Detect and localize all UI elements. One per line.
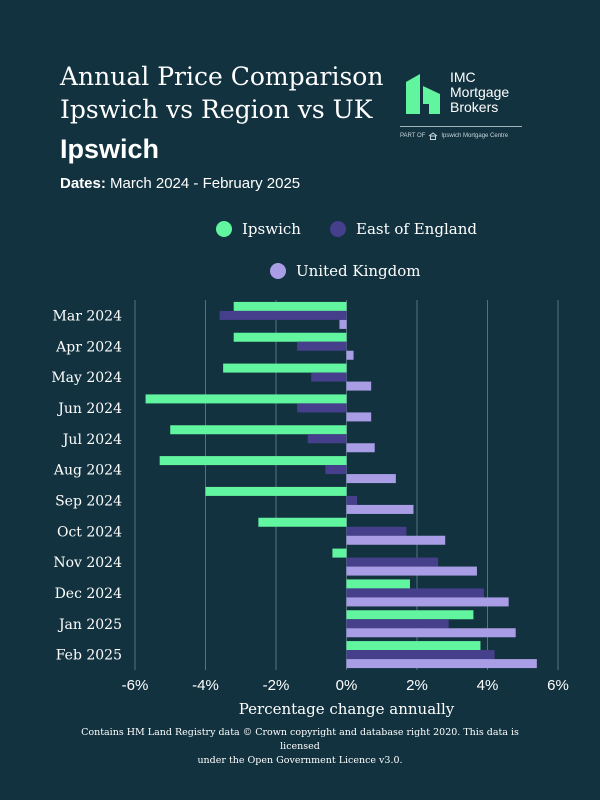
logo-parent: PART OF Ipswich Mortgage Centre (400, 132, 530, 140)
logo-text: IMC Mortgage Brokers (450, 70, 509, 115)
bar-ipswich (346, 641, 481, 651)
bar-united-kingdom (346, 535, 446, 545)
company-logo: IMC Mortgage Brokers PART OF Ipswich Mor… (400, 70, 530, 150)
bar-united-kingdom (346, 628, 516, 638)
bar-east-of-england (346, 650, 495, 660)
x-tick-label: 0% (336, 677, 358, 694)
y-tick-label: Feb 2025 (56, 648, 122, 664)
bar-ipswich (346, 579, 410, 589)
date-range: Dates: March 2024 - February 2025 (60, 175, 300, 192)
x-tick-label: -2% (263, 677, 290, 694)
x-tick-label: -6% (122, 677, 149, 694)
bar-east-of-england (219, 310, 347, 320)
x-tick-label: 6% (547, 677, 569, 694)
legend-label-united-kingdom: United Kingdom (296, 262, 421, 280)
footer-line-2: under the Open Government Licence v3.0. (197, 755, 403, 766)
y-tick-label: Jun 2024 (56, 401, 122, 417)
bar-ipswich (145, 394, 347, 404)
bar-united-kingdom (346, 350, 354, 360)
bar-ipswich (223, 363, 347, 373)
legend-item-united-kingdom: United Kingdom (270, 262, 421, 280)
x-tick-label: -4% (192, 677, 219, 694)
bar-east-of-england (346, 557, 439, 567)
bar-east-of-england (297, 403, 347, 413)
legend-item-east-of-england: East of England (330, 220, 477, 238)
logo-line-3: Brokers (450, 99, 499, 115)
legend-label-ipswich: Ipswich (242, 220, 301, 238)
bar-east-of-england (346, 619, 449, 629)
legend-swatch-ipswich (216, 221, 232, 237)
y-tick-label: Mar 2024 (53, 308, 123, 324)
y-tick-label: Nov 2024 (53, 555, 122, 571)
bar-ipswich (233, 301, 347, 311)
bar-east-of-england (346, 495, 358, 505)
bar-ipswich (170, 425, 347, 435)
bar-united-kingdom (346, 504, 414, 514)
legend-swatch-united-kingdom (270, 263, 286, 279)
bar-united-kingdom (346, 597, 509, 607)
footer-note: Contains HM Land Registry data © Crown c… (60, 726, 540, 768)
logo-line-2: Mortgage (450, 84, 510, 100)
y-tick-label: Dec 2024 (55, 586, 123, 602)
chart-title: Annual Price Comparison Ipswich vs Regio… (60, 62, 384, 124)
bar-united-kingdom (346, 566, 477, 576)
date-range-value: March 2024 - February 2025 (110, 175, 301, 192)
legend-label-east-of-england: East of England (356, 220, 477, 238)
legend-item-ipswich: Ipswich (216, 220, 301, 238)
legend-swatch-east-of-england (330, 221, 346, 237)
bar-ipswich (346, 610, 474, 620)
y-tick-label: Jan 2025 (57, 617, 122, 633)
bar-ipswich (233, 332, 347, 342)
x-axis-label: Percentage change annually (239, 700, 455, 718)
x-tick-label: 4% (477, 677, 499, 694)
bar-ipswich (205, 486, 347, 496)
chart-subtitle: Ipswich (60, 134, 160, 164)
footer-line-1: Contains HM Land Registry data © Crown c… (81, 727, 519, 752)
y-tick-label: Aug 2024 (53, 463, 122, 479)
bar-united-kingdom (346, 659, 537, 669)
imc-logo-icon (406, 74, 440, 114)
logo-parent-name: Ipswich Mortgage Centre (441, 133, 509, 139)
bar-east-of-england (346, 526, 407, 536)
bar-ipswich (332, 548, 347, 558)
x-tick-label: 2% (406, 677, 428, 694)
bar-east-of-england (346, 588, 484, 598)
y-tick-label: Jul 2024 (61, 432, 122, 448)
bar-east-of-england (297, 341, 347, 351)
bar-united-kingdom (346, 443, 375, 453)
date-range-label: Dates: (60, 175, 106, 192)
bar-ipswich (258, 517, 347, 527)
logo-line-1: IMC (450, 69, 476, 85)
y-tick-label: May 2024 (51, 370, 122, 386)
y-tick-label: Apr 2024 (55, 339, 122, 355)
bar-east-of-england (311, 372, 347, 382)
y-tick-label: Oct 2024 (57, 524, 122, 540)
y-tick-label: Sep 2024 (55, 493, 122, 509)
bar-united-kingdom (346, 412, 372, 422)
logo-divider (400, 126, 522, 127)
bar-east-of-england (307, 434, 347, 444)
bar-ipswich (159, 456, 347, 466)
bar-united-kingdom (339, 319, 347, 329)
house-icon (429, 132, 438, 140)
bar-east-of-england (325, 465, 347, 475)
bar-united-kingdom (346, 381, 372, 391)
logo-part-of: PART OF (400, 133, 426, 139)
bar-united-kingdom (346, 474, 396, 484)
